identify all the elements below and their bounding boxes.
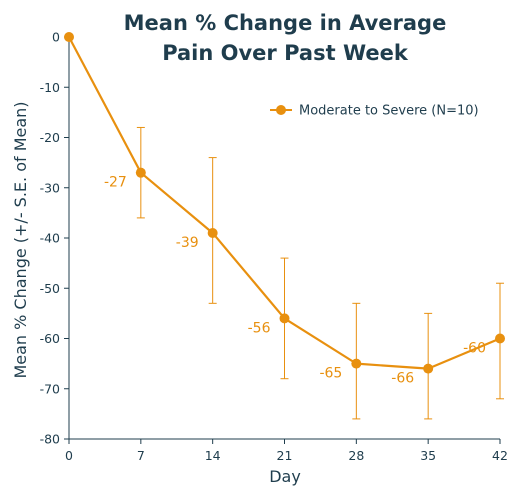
data-label: -27: [104, 175, 127, 191]
data-label: -39: [176, 235, 199, 251]
y-tick-label: -40: [40, 231, 60, 246]
series-layer: -27 -39 -56 -65 -66 -60: [64, 32, 505, 420]
data-label: -60: [463, 341, 486, 357]
legend-label: Moderate to Severe (N=10): [299, 104, 479, 119]
x-tick-label: 35: [420, 448, 436, 463]
legend-marker: [276, 105, 286, 115]
chart-title-line-2: Pain Over Past Week: [162, 41, 409, 65]
data-point: [495, 333, 505, 344]
data-label: -66: [391, 371, 414, 387]
x-tick-label: 42: [492, 448, 508, 463]
data-point: [64, 32, 74, 42]
x-axis-label: Day: [269, 467, 301, 486]
x-tick-label: 14: [205, 448, 221, 463]
data-point: [279, 313, 290, 324]
y-tick-label: 0: [52, 30, 60, 45]
y-axis: 0 -10 -20 -30 -40 -50 -60 -70 -80: [40, 30, 70, 447]
x-axis: 0 7 14 21 28 35 42: [65, 438, 508, 463]
y-tick-label: -80: [40, 432, 60, 447]
legend: Moderate to Severe (N=10): [270, 104, 479, 119]
y-tick-label: -50: [40, 281, 60, 296]
data-point: [135, 167, 146, 178]
x-tick-label: 28: [348, 448, 364, 463]
data-label: -65: [319, 366, 342, 382]
data-label: -56: [248, 320, 271, 336]
data-point: [207, 227, 218, 238]
y-axis-label: Mean % Change (+/- S.E. of Mean): [11, 101, 30, 378]
chart-title-line-1: Mean % Change in Average: [124, 11, 447, 35]
y-tick-label: -10: [40, 80, 60, 95]
y-tick-label: -20: [40, 130, 60, 145]
data-point: [423, 363, 434, 374]
y-tick-label: -30: [40, 180, 60, 195]
y-tick-label: -70: [40, 381, 60, 396]
y-tick-label: -60: [40, 331, 60, 346]
x-tick-label: 7: [137, 448, 145, 463]
x-tick-label: 21: [277, 448, 293, 463]
x-tick-label: 0: [65, 448, 73, 463]
data-point: [351, 358, 362, 369]
